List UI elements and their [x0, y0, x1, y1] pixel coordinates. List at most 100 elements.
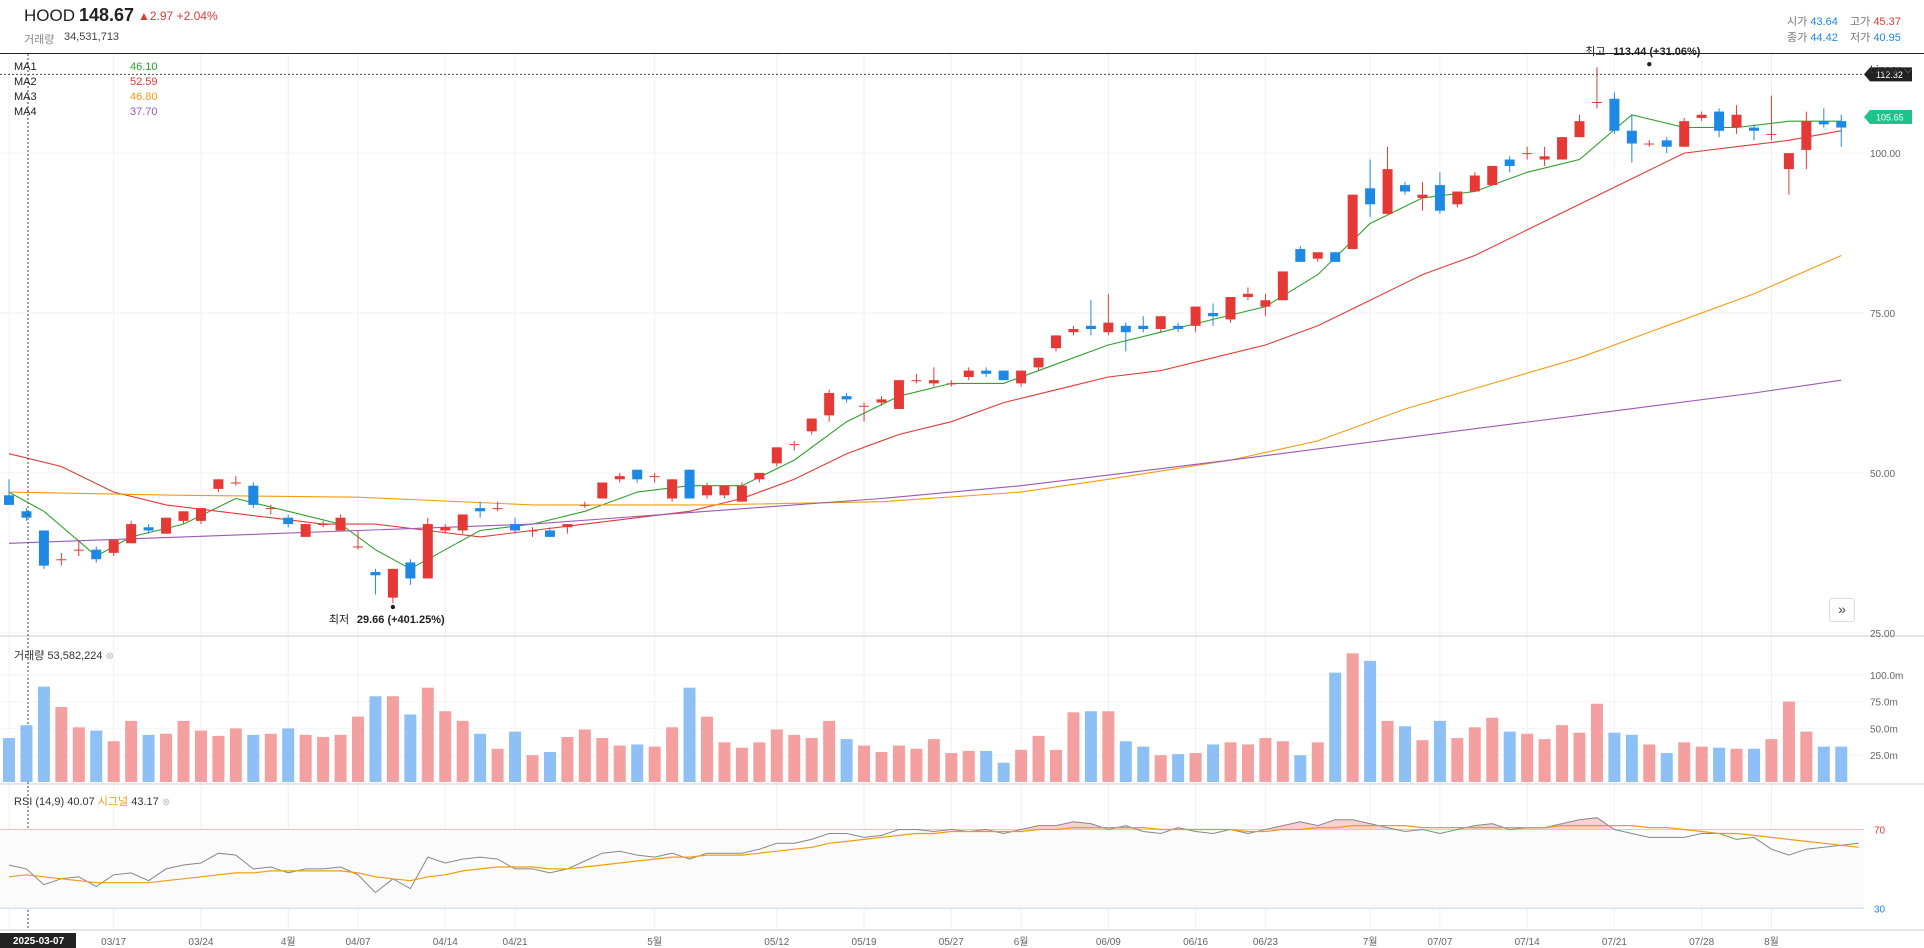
candle-body — [1766, 133, 1777, 135]
candle-body — [1574, 121, 1585, 138]
volume-bar — [666, 727, 679, 782]
volume-bar — [823, 720, 836, 782]
volume-bar — [1154, 755, 1167, 782]
ma-line-ma2 — [8, 130, 1842, 538]
candle-body — [1469, 175, 1480, 192]
cursor-price-tag: 112.32 — [1876, 70, 1903, 80]
ma-legend-ma2: MA2 52.59 — [14, 76, 158, 88]
rsi-pane-label: RSI (14,9) 40.07 시그널 43.17 ⊗ — [14, 796, 171, 808]
volume-bar — [352, 716, 364, 782]
candle-body — [4, 495, 14, 505]
candle-body — [806, 418, 817, 432]
candle-body — [283, 517, 294, 525]
candle-body — [1417, 194, 1428, 198]
rsi-band — [0, 829, 1864, 909]
volume-bar — [613, 745, 626, 782]
volume-bar — [3, 738, 15, 782]
last-price-tag-bg — [1864, 109, 1912, 124]
close-icon[interactable]: ⊗ — [161, 797, 171, 808]
x-axis-label: 03/24 — [188, 937, 213, 948]
volume-bar — [1276, 741, 1289, 782]
candle-body — [1330, 252, 1341, 262]
volume-bar — [282, 728, 295, 782]
candle-body — [1400, 185, 1410, 192]
x-axis-label: 7월 — [1363, 936, 1378, 948]
volume-bar — [1678, 742, 1691, 782]
open-price: 시가 43.64 — [1787, 16, 1838, 28]
candle-body — [1365, 188, 1376, 205]
candle-body — [370, 572, 381, 576]
candle-body — [1783, 153, 1794, 170]
volume-bar — [177, 720, 190, 782]
candle-body — [859, 405, 870, 407]
volume-bar — [317, 736, 330, 782]
candle-body — [1208, 313, 1219, 317]
high-annotation-value: 113.44 (+31.06%) — [1613, 46, 1700, 58]
candle-body — [353, 546, 363, 548]
volume-bar — [980, 750, 993, 782]
x-axis-label: 8월 — [1764, 936, 1779, 948]
candle-body — [457, 514, 468, 531]
volume-bar — [1119, 741, 1132, 782]
volume-bar — [1311, 742, 1324, 782]
x-axis-label: 06/16 — [1183, 937, 1208, 948]
candle-body — [876, 399, 887, 403]
candle-body — [632, 469, 643, 480]
close-icon[interactable]: ⊗ — [105, 651, 114, 662]
volume-bar — [1468, 727, 1481, 782]
volume-bar — [229, 728, 242, 782]
candle-body — [1295, 249, 1306, 262]
candle-body — [1016, 370, 1027, 384]
x-axis-label: 04/14 — [433, 937, 458, 948]
candle-body — [1242, 293, 1253, 298]
candle-body — [126, 524, 137, 544]
candle-body — [614, 476, 625, 480]
scroll-to-latest-button[interactable]: » — [1829, 598, 1855, 622]
volume-bar — [1782, 701, 1795, 782]
candle-body — [108, 540, 119, 553]
candle-body — [736, 485, 747, 502]
candle-body — [91, 549, 102, 560]
volume-bar — [648, 746, 661, 782]
candle-body — [1818, 121, 1829, 125]
volume-bar — [910, 748, 923, 782]
candle-body — [1731, 114, 1742, 128]
candle-body — [1591, 101, 1602, 103]
volume-bar — [840, 739, 853, 782]
x-axis-label: 07/07 — [1427, 937, 1452, 948]
chevron-down-icon: ⌵ — [1903, 64, 1912, 76]
cursor-date-tag: 2025-03-07 — [13, 936, 65, 947]
volume-bar — [1207, 744, 1220, 782]
candle-body — [300, 524, 311, 537]
rsi-signal-line — [8, 824, 1859, 884]
candle-body — [213, 479, 224, 489]
volume-bar — [1067, 712, 1080, 782]
x-axis-label: 03/17 — [101, 937, 126, 948]
current-price: 148.67 — [79, 5, 135, 25]
volume-bar — [1364, 660, 1377, 782]
volume-bar — [1556, 725, 1569, 782]
volume-bar — [788, 734, 801, 782]
volume-bar — [404, 714, 417, 782]
volume-bar — [386, 696, 399, 782]
volume-bar — [212, 735, 225, 782]
x-axis-label: 6월 — [1014, 936, 1029, 948]
volume-bar — [1172, 754, 1185, 782]
volume-bar — [1538, 739, 1551, 782]
candle-body — [405, 562, 416, 579]
candle-body — [963, 370, 974, 377]
volume-bar — [509, 731, 522, 782]
candle-body — [841, 396, 852, 400]
candle-body — [1138, 325, 1149, 330]
volume-bar — [1294, 755, 1307, 782]
candle-body — [1679, 121, 1690, 147]
volume-bar — [1259, 738, 1272, 782]
volume-bar — [701, 716, 713, 782]
scale-selector[interactable]: Linear ⌵ — [1870, 64, 1912, 76]
volume-bar — [1835, 746, 1848, 782]
volume-bar — [107, 741, 120, 782]
candle-body — [440, 527, 451, 531]
candle-body — [1068, 329, 1079, 333]
candle-body — [824, 392, 835, 416]
